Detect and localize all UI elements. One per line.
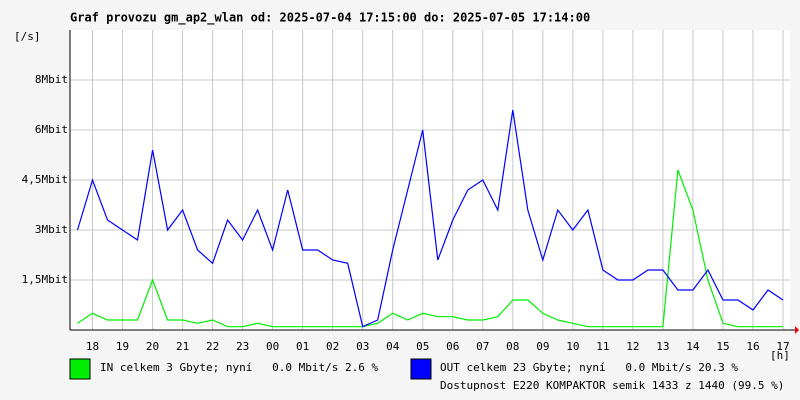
x-tick-label: 22	[206, 340, 219, 353]
lines	[76, 109, 784, 328]
x-tick-label: 06	[446, 340, 459, 353]
y-tick-label: 6Mbit	[35, 123, 68, 136]
x-tick-label: 16	[746, 340, 759, 353]
x-tick-label: 21	[176, 340, 189, 353]
grid	[70, 30, 790, 330]
x-tick-label: 04	[386, 340, 400, 353]
x-axis-label: [h]	[770, 349, 790, 362]
legend-label: OUT celkem 23 Gbyte; nyní 0.0 Mbit/s 20.…	[440, 361, 738, 374]
x-tick-label: 19	[116, 340, 129, 353]
x-tick-label: 18	[86, 340, 99, 353]
y-axis-label: [/s]	[14, 30, 41, 43]
x-arrow	[795, 326, 799, 334]
x-tick-label: 23	[236, 340, 249, 353]
x-tick-label: 02	[326, 340, 339, 353]
x-tick-label: 12	[626, 340, 639, 353]
x-tick-label: 03	[356, 340, 369, 353]
legend-label: IN celkem 3 Gbyte; nyní 0.0 Mbit/s 2.6 %	[100, 361, 379, 374]
x-tick-label: 07	[476, 340, 489, 353]
legend-swatch	[69, 358, 91, 380]
chart-title: Graf provozu gm_ap2_wlan od: 2025-07-04 …	[70, 11, 590, 26]
x-tick-label: 08	[506, 340, 519, 353]
annotation: Dostupnost E220 KOMPAKTOR semik 1433 z 1…	[440, 379, 784, 392]
x-tick-label: 05	[416, 340, 429, 353]
x-tick-label: 13	[656, 340, 669, 353]
y-tick-label: 1,5Mbit	[22, 273, 68, 286]
x-tick-label: 00	[266, 340, 279, 353]
x-tick-label: 14	[686, 340, 700, 353]
series-line	[76, 109, 784, 328]
x-tick-label: 20	[146, 340, 159, 353]
y-tick-label: 4,5Mbit	[22, 173, 68, 186]
x-tick-label: 09	[536, 340, 549, 353]
x-tick-label: 15	[716, 340, 729, 353]
y-tick-label: 3Mbit	[35, 223, 68, 236]
x-tick-label: 01	[296, 340, 309, 353]
legend-swatch	[410, 358, 432, 380]
x-tick-label: 17	[776, 340, 789, 353]
x-tick-label: 10	[566, 340, 579, 353]
x-tick-label: 11	[596, 340, 609, 353]
y-tick-label: 8Mbit	[35, 73, 68, 86]
series-line	[77, 169, 783, 328]
